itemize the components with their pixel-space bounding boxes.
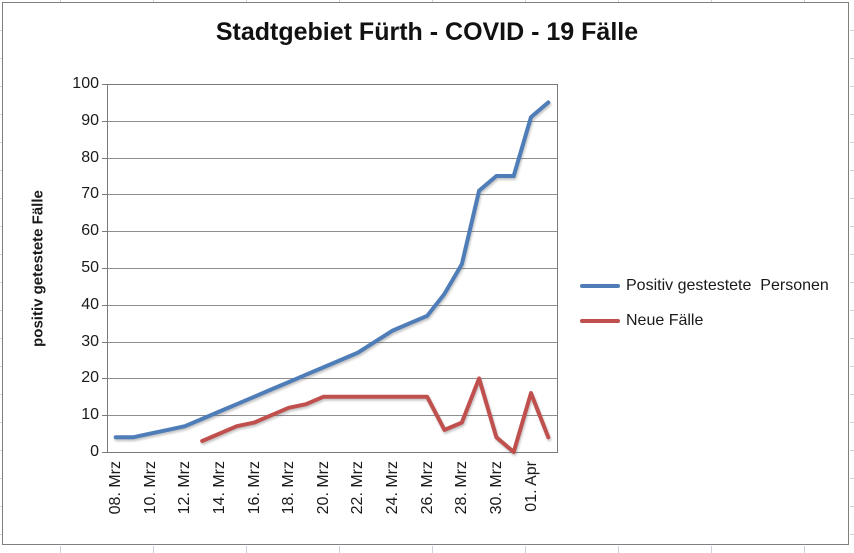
cell-gridline-tick bbox=[0, 226, 2, 227]
cell-gridline-tick bbox=[850, 310, 854, 311]
cell-gridline-tick bbox=[804, 0, 805, 2]
cell-gridline-tick bbox=[0, 450, 2, 451]
legend-entry-1: Neue Fälle bbox=[580, 311, 703, 331]
cell-gridline-tick bbox=[0, 506, 2, 507]
x-tick-label: 22. Mrz bbox=[349, 461, 367, 515]
cell-gridline-tick bbox=[0, 198, 2, 199]
cell-gridline-tick bbox=[850, 198, 854, 199]
series-line-0 bbox=[113, 100, 551, 440]
cell-gridline-tick bbox=[850, 506, 854, 507]
x-tick-label: 10. Mrz bbox=[141, 461, 159, 515]
legend-line-swatch bbox=[580, 284, 620, 288]
y-tick-label: 80 bbox=[81, 148, 99, 166]
legend-label: Neue Fälle bbox=[626, 312, 704, 329]
chart-title: Stadtgebiet Fürth - COVID - 19 Fälle bbox=[215, 18, 639, 46]
cell-gridline-tick bbox=[618, 0, 619, 2]
cell-gridline-tick bbox=[850, 86, 854, 87]
cell-gridline-tick bbox=[525, 546, 526, 553]
cell-gridline-tick bbox=[0, 86, 2, 87]
x-tick-label: 18. Mrz bbox=[280, 461, 298, 515]
x-tick-label: 30. Mrz bbox=[487, 461, 505, 515]
series-line-1 bbox=[200, 376, 551, 454]
cell-gridline-tick bbox=[60, 546, 61, 553]
y-tick-label: 50 bbox=[81, 259, 99, 276]
y-axis-title: positiv getestete Fälle bbox=[29, 190, 47, 347]
y-tick-label: 30 bbox=[81, 332, 99, 350]
cell-gridline-tick bbox=[246, 546, 247, 553]
cell-gridline-tick bbox=[850, 394, 854, 395]
y-tick-label: 40 bbox=[81, 295, 99, 313]
cell-gridline-tick bbox=[0, 254, 2, 255]
cell-gridline-tick bbox=[153, 0, 154, 2]
y-tick-label: 70 bbox=[81, 185, 99, 203]
cell-gridline-tick bbox=[850, 170, 854, 171]
plot-border bbox=[107, 84, 558, 453]
cell-gridline-tick bbox=[0, 422, 2, 423]
x-tick-label: 28. Mrz bbox=[453, 461, 471, 515]
x-tick-label: 26. Mrz bbox=[418, 461, 436, 515]
cell-gridline-tick bbox=[711, 0, 712, 2]
cell-gridline-tick bbox=[850, 478, 854, 479]
y-tick-label: 10 bbox=[81, 406, 99, 424]
cell-gridline-tick bbox=[850, 282, 854, 283]
legend-line-swatch bbox=[580, 319, 620, 323]
cell-gridline-tick bbox=[153, 546, 154, 553]
y-tick-label: 20 bbox=[81, 369, 99, 387]
cell-gridline-tick bbox=[0, 114, 2, 115]
y-tick-label: 90 bbox=[81, 111, 99, 129]
legend-entry-0: Positiv gestestete Personen bbox=[580, 276, 829, 296]
x-tick-label: 01. Apr bbox=[522, 461, 540, 512]
cell-gridline-tick bbox=[0, 534, 2, 535]
cell-gridline-tick bbox=[0, 310, 2, 311]
cell-gridline-tick bbox=[850, 58, 854, 59]
cell-gridline-tick bbox=[850, 450, 854, 451]
cell-gridline-tick bbox=[432, 0, 433, 2]
cell-gridline-tick bbox=[0, 394, 2, 395]
cell-gridline-tick bbox=[0, 30, 2, 31]
cell-gridline-tick bbox=[0, 58, 2, 59]
cell-gridline-tick bbox=[0, 478, 2, 479]
cell-gridline-tick bbox=[850, 226, 854, 227]
cell-gridline-tick bbox=[0, 366, 2, 367]
cell-gridline-tick bbox=[618, 546, 619, 553]
y-tick-label: 100 bbox=[72, 75, 99, 92]
cell-gridline-tick bbox=[246, 0, 247, 2]
x-tick-label: 08. Mrz bbox=[107, 461, 125, 515]
cell-gridline-tick bbox=[850, 30, 854, 31]
cell-gridline-tick bbox=[0, 338, 2, 339]
cell-gridline-tick bbox=[339, 0, 340, 2]
x-tick-label: 16. Mrz bbox=[245, 461, 263, 515]
y-tick-label: 0 bbox=[90, 443, 99, 460]
cell-gridline-tick bbox=[339, 546, 340, 553]
cell-gridline-tick bbox=[850, 254, 854, 255]
cell-gridline-tick bbox=[0, 170, 2, 171]
cell-gridline-tick bbox=[850, 366, 854, 367]
cell-gridline-tick bbox=[850, 422, 854, 423]
x-tick-label: 20. Mrz bbox=[314, 461, 332, 515]
cell-gridline-tick bbox=[0, 142, 2, 143]
chart-frame bbox=[2, 2, 849, 545]
cell-gridline-tick bbox=[60, 0, 61, 2]
cell-gridline-tick bbox=[850, 534, 854, 535]
x-tick-label: 14. Mrz bbox=[211, 461, 228, 515]
cell-gridline-tick bbox=[711, 546, 712, 553]
cell-gridline-tick bbox=[432, 546, 433, 553]
cell-gridline-tick bbox=[850, 114, 854, 115]
x-tick-label: 12. Mrz bbox=[176, 461, 194, 515]
legend-label: Positiv gestestete Personen bbox=[626, 277, 829, 294]
cell-gridline-tick bbox=[525, 0, 526, 2]
cell-gridline-tick bbox=[850, 338, 854, 339]
cell-gridline-tick bbox=[804, 546, 805, 553]
y-tick-label: 60 bbox=[81, 222, 99, 240]
cell-gridline-tick bbox=[850, 142, 854, 143]
cell-gridline-tick bbox=[0, 282, 2, 283]
x-tick-label: 24. Mrz bbox=[384, 461, 402, 515]
